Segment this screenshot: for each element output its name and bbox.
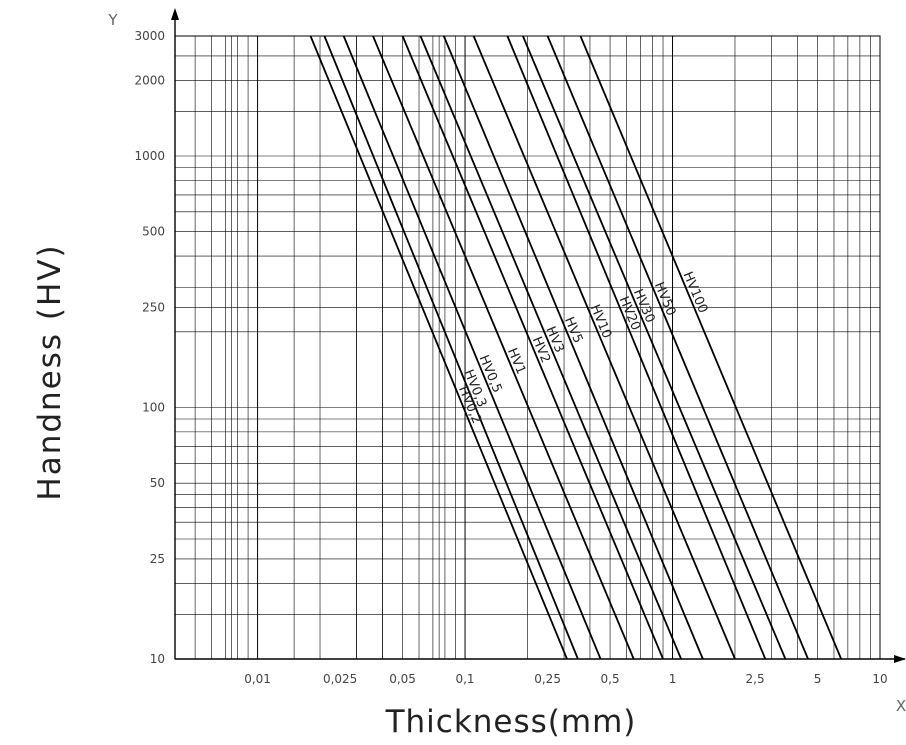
- x-tick-label: 5: [814, 672, 822, 686]
- y-tick-label: 250: [142, 300, 165, 314]
- series-line: [522, 35, 787, 660]
- y-axis-title: Handness (HV): [32, 243, 68, 500]
- series-line: [506, 35, 767, 660]
- series-line: [309, 35, 568, 660]
- x-tick-label: 2,5: [746, 672, 765, 686]
- x-tick-label: 10: [872, 672, 887, 686]
- series-label: HV100: [680, 270, 711, 316]
- series-line: [442, 35, 704, 660]
- series-label: HV1: [504, 346, 528, 377]
- series-line: [372, 35, 635, 660]
- x-tick-label: 0,5: [601, 672, 620, 686]
- grid-layer: [174, 35, 881, 660]
- series-line: [323, 35, 579, 660]
- series-line: [472, 35, 736, 660]
- x-tick-label: 0,025: [323, 672, 357, 686]
- y-tick-label: 25: [150, 552, 165, 566]
- x-axis-arrow: [894, 655, 906, 663]
- series-label: HV5: [561, 315, 585, 346]
- y-tick-label: 50: [150, 476, 165, 490]
- x-tick-label: 0,01: [244, 672, 271, 686]
- y-tick-label: 100: [142, 400, 165, 414]
- series-line: [401, 35, 664, 660]
- series-line: [342, 35, 602, 660]
- x-axis-letter: X: [896, 697, 906, 715]
- y-axis-letter: Y: [107, 11, 118, 29]
- series-line: [419, 35, 682, 660]
- x-tick-label: 1: [669, 672, 677, 686]
- y-tick-label: 500: [142, 225, 165, 239]
- y-tick-label: 1000: [134, 149, 165, 163]
- series-line: [579, 35, 843, 660]
- axis-layer: [171, 8, 906, 663]
- y-tick-label: 3000: [134, 29, 165, 43]
- x-tick-label: 0,1: [455, 672, 474, 686]
- series-line: [546, 35, 809, 660]
- x-axis-title: Thickness(mm): [385, 704, 637, 740]
- y-tick-label: 10: [150, 652, 165, 666]
- x-tick-label: 0,25: [534, 672, 561, 686]
- series-layer: [309, 35, 843, 660]
- y-tick-label: 2000: [134, 73, 165, 87]
- x-tick-label: 0,05: [389, 672, 416, 686]
- y-axis-arrow: [171, 8, 179, 20]
- tick-layer: 0,01 0,025 0,05 0,1 0,25 0,5 1 2,5 5 10 10 25 50 100 2…: [134, 29, 887, 686]
